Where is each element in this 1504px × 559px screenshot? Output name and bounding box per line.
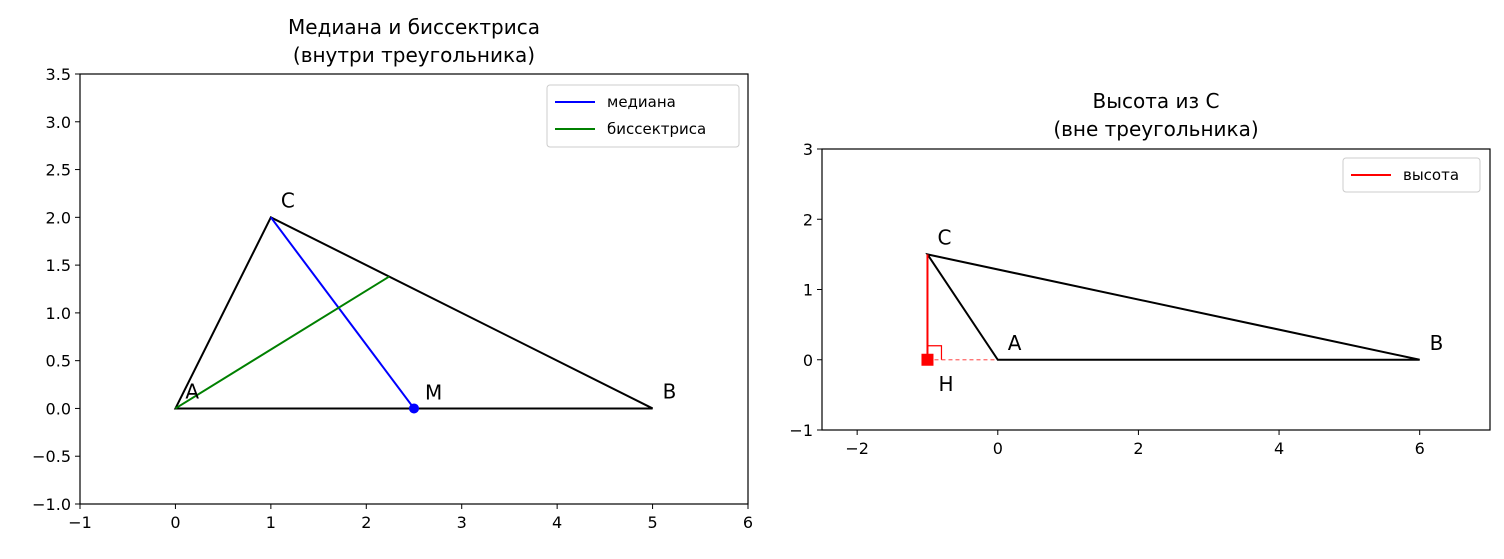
chart2-x-tick-label: −2 <box>845 439 869 458</box>
chart2-legend-box <box>1342 157 1481 193</box>
chart2-right-angle-mark <box>927 345 943 360</box>
chart1-y-tick-label: 1.5 <box>46 256 71 275</box>
chart2-x-tick-label: 4 <box>1274 439 1284 458</box>
chart1-vertex-label-C: C <box>281 188 295 212</box>
chart2-frame <box>821 148 1491 431</box>
chart1-y-tick-label: 0.0 <box>46 399 71 418</box>
chart1-title-line2: (внутри треугольника) <box>293 43 535 67</box>
chart2-x-tick-label: 6 <box>1415 439 1425 458</box>
chart1-x-ticks: −1 0 1 2 3 4 5 6 <box>68 504 753 532</box>
chart1-midpoint-marker <box>409 403 419 414</box>
chart2-vertex-label-C: C <box>937 225 951 249</box>
chart2-legend-altitude-label: высота <box>1403 166 1459 184</box>
chart1-y-tick-label: 3.0 <box>46 113 71 132</box>
chart1-x-tick-label: 6 <box>743 513 753 532</box>
chart2-x-tick-label: 2 <box>1133 439 1143 458</box>
chart1-y-tick-label: 2.5 <box>46 161 71 180</box>
chart1-series-биссектриса <box>174 275 390 410</box>
chart2-x-tick-label: 0 <box>993 439 1003 458</box>
chart2-vertex-label-B: B <box>1430 331 1444 355</box>
chart1-title-line1: Медиана и биссектриса <box>288 15 540 39</box>
chart2-vertex-label-A: A <box>1008 331 1022 355</box>
chart2-title-line1: Высота из C <box>1093 89 1220 113</box>
chart1-y-ticks: −1.0 −0.5 0.0 0.5 1.0 1.5 2.0 2.5 3.0 3.5 <box>32 65 80 514</box>
chart2-point-label-H: H <box>938 372 953 396</box>
chart1-y-tick-label: −0.5 <box>32 447 71 466</box>
chart2-y-tick-label: −1 <box>789 421 813 440</box>
chart1-y-tick-label: 2.0 <box>46 208 71 227</box>
chart1-legend-bisector-label: биссектриса <box>607 120 706 138</box>
chart2-title-line2: (вне треугольника) <box>1053 117 1258 141</box>
chart2-y-tick-label: 1 <box>803 281 813 300</box>
chart1-y-tick-label: −1.0 <box>32 495 71 514</box>
chart2-legend: высота <box>1342 157 1481 193</box>
chart2-x-ticks: −2 0 2 4 6 <box>845 430 1425 458</box>
chart1-x-tick-label: −1 <box>68 513 92 532</box>
chart1-legend-box <box>546 84 740 148</box>
chart1-vertex-label-B: B <box>663 379 677 403</box>
chart1-triangle <box>173 215 654 410</box>
chart1-y-tick-label: 0.5 <box>46 352 71 371</box>
chart1-x-tick-label: 0 <box>170 513 180 532</box>
chart-altitude: Высота из C (вне треугольника) A B C H −2 0 2… <box>789 89 1491 458</box>
chart1-series-медиана <box>270 216 415 410</box>
chart1-frame <box>79 73 749 505</box>
chart1-x-tick-label: 4 <box>552 513 562 532</box>
chart2-y-tick-label: 0 <box>803 351 813 370</box>
chart1-x-tick-label: 5 <box>647 513 657 532</box>
chart2-y-ticks: −1 0 1 2 3 <box>789 140 822 440</box>
chart2-foot-marker <box>921 353 934 366</box>
chart-median-bisector: Медиана и биссектриса (внутри треугольни… <box>32 15 753 532</box>
chart1-y-tick-label: 1.0 <box>46 304 71 323</box>
chart1-vertex-label-A: A <box>185 379 199 403</box>
chart1-legend: медиана биссектриса <box>546 84 740 148</box>
chart1-x-tick-label: 3 <box>457 513 467 532</box>
chart1-x-tick-label: 1 <box>266 513 276 532</box>
chart1-point-label-M: M <box>425 380 442 404</box>
chart2-y-tick-label: 2 <box>803 210 813 229</box>
chart2-triangle <box>925 252 1420 361</box>
chart1-x-tick-label: 2 <box>361 513 371 532</box>
chart1-plot-area: A B C M <box>173 188 677 414</box>
chart1-y-tick-label: 3.5 <box>46 65 71 84</box>
chart2-plot-area: A B C H <box>921 225 1444 396</box>
chart1-legend-median-label: медиана <box>607 93 676 111</box>
chart2-y-tick-label: 3 <box>803 140 813 159</box>
